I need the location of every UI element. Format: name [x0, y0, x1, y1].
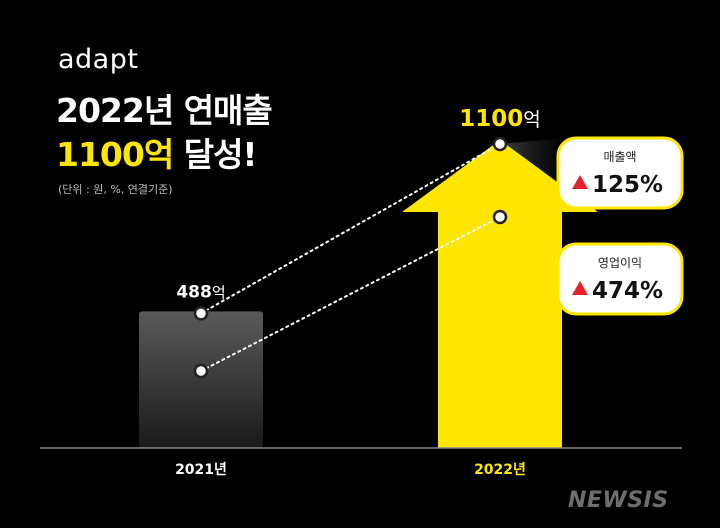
up-arrow-icon — [572, 281, 588, 295]
headline-highlight: 1100억 — [56, 135, 174, 174]
revenue-point-2022 — [492, 136, 508, 152]
category-label-0: 2021년 — [175, 462, 227, 478]
bar-2021 — [139, 311, 263, 448]
value-label-unit-1: 억 — [523, 109, 540, 131]
callout-label-1: 영업이익 — [598, 256, 642, 270]
value-label-unit-0: 억 — [212, 283, 226, 301]
revenue-point-2021 — [193, 306, 209, 321]
category-label-1: 2022년 — [474, 462, 526, 478]
callout-box-1 — [556, 242, 684, 316]
value-label-number-0: 488 — [176, 282, 212, 302]
value-label-0: 488억 — [176, 282, 225, 302]
adapt-logo: adapt — [58, 44, 139, 75]
op-profit-point-2022 — [492, 209, 508, 225]
bar-2022-arrow — [402, 140, 598, 448]
callout-label-0: 매출액 — [603, 150, 636, 164]
callout-change-1: 474% — [592, 278, 663, 304]
headline-line1: 2022년 연매출 — [56, 91, 273, 130]
headline-rest: 달성! — [173, 135, 258, 174]
op-profit-trend-line — [200, 216, 501, 372]
value-label-number-1: 1100 — [459, 106, 523, 132]
unit-note: (단위 : 원, %, 연결기준) — [58, 183, 173, 196]
callout-box-0 — [556, 136, 684, 210]
value-label-1: 1100억 — [459, 106, 541, 132]
headline-line2: 1100억 달성! — [56, 128, 258, 176]
newsis-watermark: NEWSIS — [568, 488, 669, 513]
up-arrow-icon — [572, 175, 588, 189]
callout-change-0: 125% — [592, 172, 663, 198]
op-profit-point-2021 — [193, 363, 209, 379]
